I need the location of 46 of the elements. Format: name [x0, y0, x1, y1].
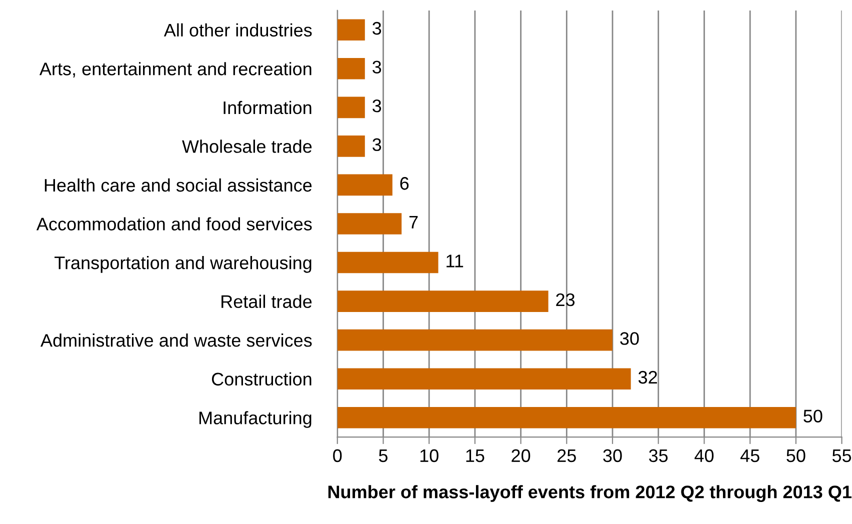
- x-tick-label: 35: [649, 449, 668, 462]
- data-label: 6: [400, 177, 409, 190]
- x-tick-label: 45: [740, 449, 760, 462]
- bar: [337, 213, 402, 234]
- data-label: 30: [620, 332, 639, 345]
- y-tick-label: Construction: [212, 372, 312, 386]
- data-label: 32: [638, 370, 657, 384]
- x-tick-label: 0: [333, 449, 342, 462]
- y-tick-label: Administrative and waste services: [40, 334, 312, 347]
- bar: [337, 252, 438, 274]
- x-tick-label: 15: [466, 449, 484, 462]
- x-tick-label: 10: [420, 449, 438, 462]
- x-axis-title: Number of mass-layoff events from 2012 Q2 through 2013 Q1: [328, 485, 852, 502]
- y-tick-label: Arts, entertainment and recreation: [39, 62, 312, 78]
- y-tick-label: All other industries: [164, 23, 312, 37]
- y-tick-label: Retail trade: [222, 294, 312, 308]
- y-tick-label: Manufacturing: [199, 411, 312, 428]
- x-tick-label: 40: [694, 449, 714, 462]
- data-label: 23: [556, 293, 575, 306]
- x-tick-label: 30: [603, 449, 622, 462]
- data-label: 3: [372, 138, 382, 152]
- data-label: 3: [372, 22, 382, 35]
- x-tick-label: 20: [512, 449, 530, 462]
- x-tick-label: 50: [786, 449, 806, 462]
- data-label: 50: [804, 410, 822, 422]
- bar: [337, 19, 365, 41]
- y-tick-label: Wholesale trade: [182, 140, 312, 153]
- x-tick-label: 25: [558, 449, 576, 462]
- bar: [337, 406, 796, 428]
- y-tick-label: Information: [224, 100, 312, 114]
- bar: [337, 329, 613, 351]
- x-tick-label: 55: [832, 449, 852, 462]
- bar: [337, 174, 392, 196]
- bar: [337, 290, 548, 312]
- y-tick-label: Transportation and warehousing: [54, 256, 312, 273]
- data-label: 7: [409, 216, 418, 228]
- data-label: 11: [446, 254, 464, 268]
- bar: [337, 58, 365, 80]
- data-label: 3: [372, 99, 382, 112]
- bar: [337, 96, 365, 118]
- bar: [337, 136, 365, 157]
- data-label: 3: [372, 60, 382, 74]
- y-tick-label: Accommodation and food services: [36, 217, 312, 230]
- y-tick-label: Health care and social assistance: [44, 178, 312, 192]
- x-tick-label: 5: [378, 449, 388, 462]
- bar: [337, 368, 631, 390]
